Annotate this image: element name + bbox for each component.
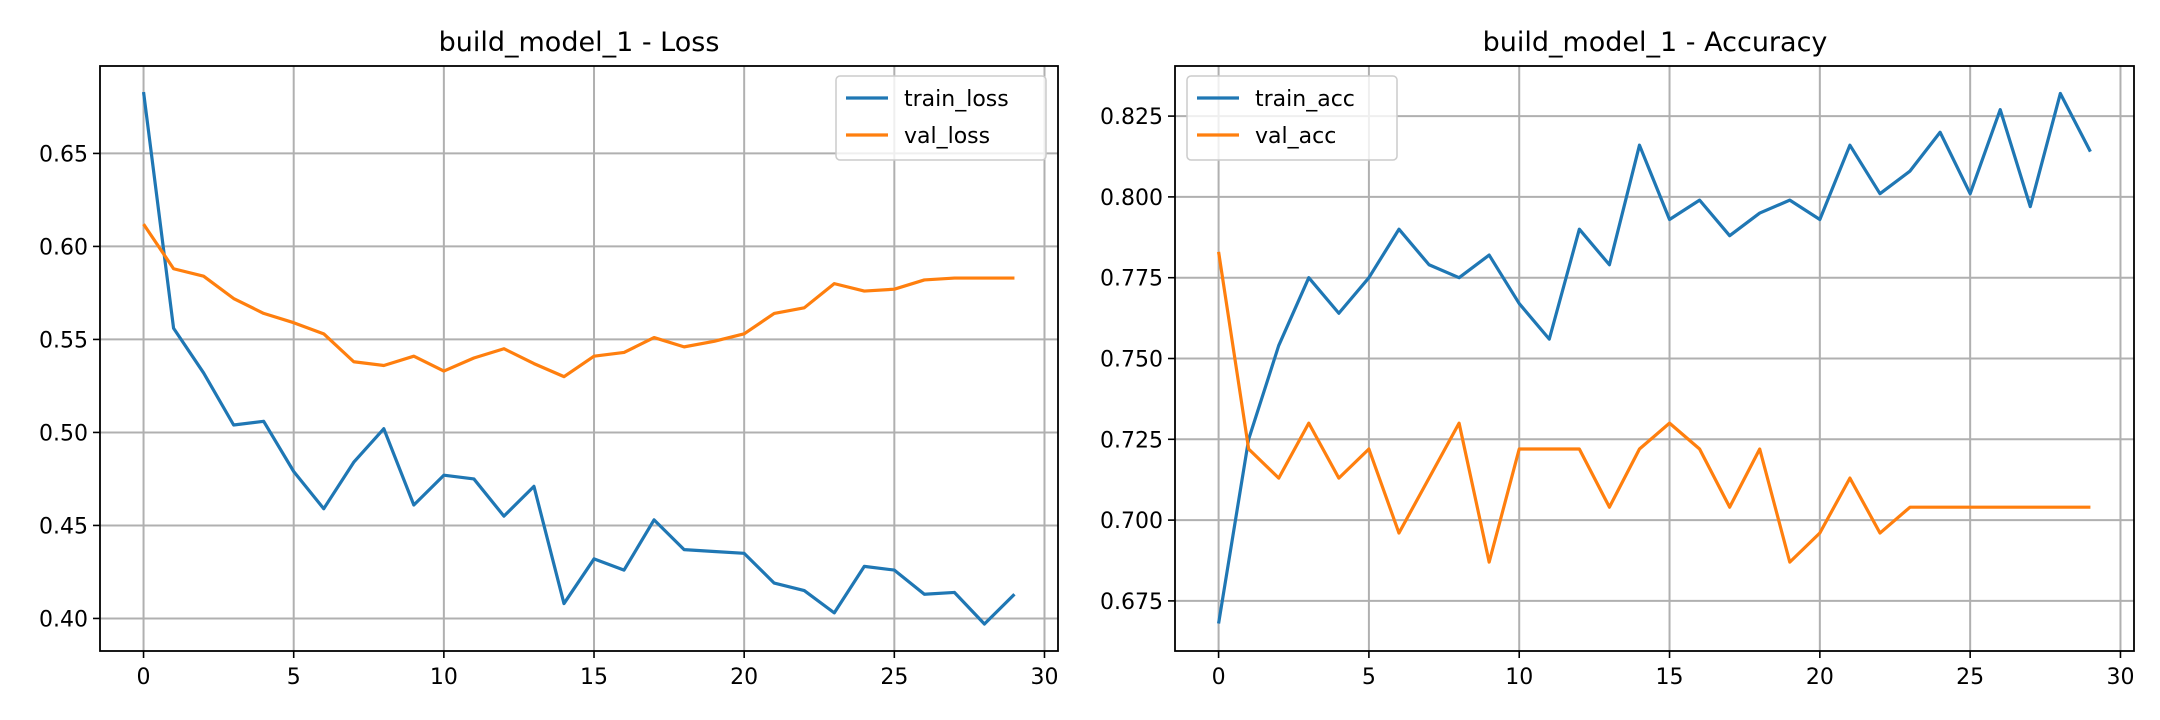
- loss-y-tick-label: 0.60: [39, 235, 88, 260]
- loss-y-tick-label: 0.65: [39, 142, 88, 167]
- accuracy-y-tick-label: 0.675: [1100, 590, 1163, 615]
- accuracy-legend: train_acc val_acc: [1186, 75, 1398, 161]
- val_acc-legend-label: val_acc: [1255, 124, 1336, 149]
- train_loss-line: [141, 91, 1016, 626]
- accuracy-x-tick-label: 5: [1362, 665, 1376, 690]
- accuracy-x-tick-label: 10: [1505, 665, 1533, 690]
- loss-legend: train_loss val_loss: [835, 75, 1047, 161]
- loss-x-tick-label: 20: [730, 665, 758, 690]
- accuracy-x-tick-label: 30: [2106, 665, 2134, 690]
- loss-x-tick-label: 10: [430, 665, 458, 690]
- accuracy-y-tick-label: 0.750: [1100, 348, 1163, 373]
- accuracy-y-tick-label: 0.725: [1100, 428, 1163, 453]
- accuracy-y-tick-label: 0.825: [1100, 105, 1163, 130]
- loss-x-tick-label: 25: [880, 665, 908, 690]
- val_loss-legend-label: val_loss: [904, 124, 990, 149]
- accuracy-chart-panel: build_model_1 - Accuracy 0 5 10 15 20 25 30 0.…: [1100, 27, 2135, 690]
- train_acc-line: [1217, 91, 2092, 624]
- loss-y-tick-label: 0.45: [39, 514, 88, 539]
- loss-chart-title: build_model_1 - Loss: [439, 27, 720, 58]
- accuracy-chart-title: build_model_1 - Accuracy: [1483, 27, 1828, 58]
- accuracy-y-tick-label: 0.775: [1100, 267, 1163, 292]
- val_loss-line: [142, 223, 1015, 379]
- accuracy-x-tick-label: 20: [1806, 665, 1834, 690]
- loss-y-tick-label: 0.55: [39, 328, 88, 353]
- loss-plot-frame: [99, 65, 1059, 652]
- train_loss-legend-label: train_loss: [904, 87, 1009, 112]
- accuracy-x-tick-label: 15: [1656, 665, 1684, 690]
- accuracy-x-tick-label: 25: [1956, 665, 1984, 690]
- loss-y-tick-label: 0.50: [39, 421, 88, 446]
- val_acc-line: [1217, 251, 2091, 564]
- accuracy-y-tick-label: 0.800: [1100, 186, 1163, 211]
- loss-x-tick-label: 0: [137, 665, 151, 690]
- loss-x-tick-label: 15: [580, 665, 608, 690]
- loss-legend-frame: [835, 75, 1047, 161]
- train_acc-legend-label: train_acc: [1255, 87, 1355, 112]
- loss-chart-panel: build_model_1 - Loss 0 5 10 15 20 25 30 0.40 0.…: [39, 27, 1059, 690]
- loss-x-tick-label: 30: [1030, 665, 1058, 690]
- accuracy-y-tick-label: 0.700: [1100, 509, 1163, 534]
- loss-x-tick-label: 5: [287, 665, 301, 690]
- loss-y-tick-label: 0.40: [39, 607, 88, 632]
- accuracy-x-tick-label: 0: [1212, 665, 1226, 690]
- accuracy-legend-frame: [1186, 75, 1398, 161]
